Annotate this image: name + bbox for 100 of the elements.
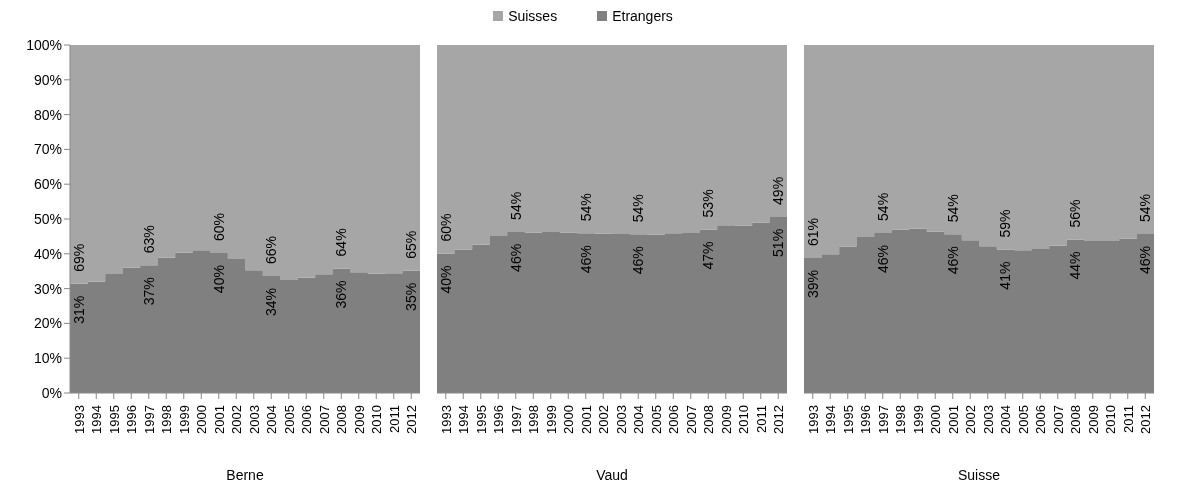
- x-tick-label: 2002: [596, 405, 612, 434]
- data-label: 44%: [1067, 251, 1084, 280]
- x-tick-label: 2007: [1050, 405, 1066, 434]
- x-tick-label: 2000: [928, 405, 944, 434]
- x-tick-label: 1997: [508, 405, 524, 434]
- x-tick-label: 1996: [124, 405, 140, 434]
- x-axis-title: Suisse: [957, 467, 1001, 483]
- data-label: 46%: [1137, 245, 1154, 274]
- x-tick-label: 2006: [1033, 405, 1049, 434]
- data-label: 35%: [403, 282, 420, 311]
- data-label: 46%: [630, 246, 647, 275]
- x-tick-label: 1997: [141, 405, 157, 434]
- x-tick-label: 1999: [176, 405, 192, 434]
- y-tick-label: 100%: [26, 36, 62, 53]
- data-label: 46%: [508, 243, 524, 272]
- data-label: 49%: [770, 176, 787, 205]
- x-tick-label: 1999: [543, 405, 559, 434]
- x-axis-title: Vaud: [596, 467, 628, 483]
- x-tick-label: 2011: [386, 405, 402, 433]
- x-tick-label: 2011: [1120, 405, 1136, 433]
- y-tick-label: 20%: [33, 315, 62, 332]
- y-tick-label: 70%: [33, 141, 62, 158]
- data-label: 61%: [805, 217, 821, 246]
- legend-label: Suisses: [508, 8, 558, 24]
- data-label: 36%: [333, 280, 350, 309]
- data-label: 63%: [141, 225, 157, 254]
- x-tick-label: 2012: [771, 405, 787, 434]
- x-tick-label: 1994: [89, 405, 105, 434]
- y-tick-label: 90%: [33, 71, 62, 88]
- data-label: 34%: [263, 288, 280, 317]
- x-tick-label: 1998: [526, 405, 542, 434]
- data-label: 37%: [141, 277, 157, 306]
- x-tick-label: 2003: [980, 405, 996, 434]
- y-tick-label: 40%: [33, 245, 62, 262]
- y-tick-label: 60%: [33, 176, 62, 193]
- data-label: 46%: [875, 244, 891, 273]
- x-tick-label: 2001: [211, 405, 227, 434]
- x-tick-label: 2006: [666, 405, 682, 434]
- x-tick-label: 2000: [194, 405, 210, 434]
- x-tick-label: 2007: [683, 405, 699, 434]
- x-tick-label: 2012: [404, 405, 420, 434]
- data-label: 54%: [945, 194, 961, 223]
- y-tick-label: 50%: [33, 210, 62, 227]
- x-tick-label: 2007: [316, 405, 332, 434]
- y-tick-label: 30%: [33, 280, 62, 297]
- data-label: 59%: [997, 209, 1014, 238]
- x-tick-label: 1995: [106, 405, 122, 434]
- data-label: 51%: [770, 228, 787, 257]
- data-label: 31%: [71, 295, 87, 324]
- x-tick-label: 2011: [753, 405, 769, 433]
- x-tick-label: 2008: [1068, 405, 1084, 434]
- data-label: 66%: [263, 236, 280, 265]
- x-tick-label: 1998: [893, 405, 909, 434]
- data-label: 40%: [438, 265, 454, 294]
- x-tick-label: 2008: [334, 405, 350, 434]
- x-tick-label: 2005: [1015, 405, 1031, 434]
- x-tick-label: 2004: [998, 405, 1014, 434]
- x-tick-label: 1994: [823, 405, 839, 434]
- x-tick-label: 1998: [159, 405, 175, 434]
- data-label: 54%: [1137, 193, 1154, 222]
- data-label: 56%: [1067, 199, 1084, 228]
- x-tick-label: 2009: [351, 405, 367, 434]
- x-tick-label: 1999: [910, 405, 926, 434]
- x-tick-label: 1994: [456, 405, 472, 434]
- x-tick-label: 2002: [963, 405, 979, 434]
- data-label: 46%: [578, 245, 594, 274]
- x-tick-label: 1997: [875, 405, 891, 434]
- x-tick-label: 2005: [648, 405, 664, 434]
- x-tick-label: 2002: [229, 405, 245, 434]
- data-label: 39%: [805, 269, 821, 299]
- x-tick-label: 2010: [369, 405, 385, 434]
- data-label: 47%: [700, 241, 717, 270]
- x-tick-label: 1995: [840, 405, 856, 434]
- x-tick-label: 2008: [701, 405, 717, 434]
- data-label: 54%: [875, 192, 891, 221]
- data-label: 46%: [945, 246, 961, 275]
- x-tick-label: 1995: [473, 405, 489, 434]
- x-tick-label: 2003: [246, 405, 262, 434]
- x-tick-label: 2003: [613, 405, 629, 434]
- x-tick-label: 1996: [858, 405, 874, 434]
- data-label: 54%: [630, 194, 647, 223]
- x-tick-label: 1993: [71, 405, 87, 434]
- x-tick-label: 1996: [491, 405, 507, 434]
- data-label: 54%: [508, 191, 524, 220]
- y-tick-label: 80%: [33, 106, 62, 123]
- x-tick-label: 2000: [561, 405, 577, 434]
- x-tick-label: 2009: [718, 405, 734, 434]
- x-tick-label: 2005: [281, 405, 297, 434]
- data-label: 60%: [438, 213, 454, 242]
- x-tick-label: 2010: [736, 405, 752, 434]
- data-label: 64%: [333, 228, 350, 257]
- x-tick-label: 2012: [1138, 405, 1154, 434]
- data-label: 53%: [700, 189, 717, 218]
- x-tick-label: 1993: [805, 405, 821, 434]
- x-axis-title: Berne: [226, 467, 264, 483]
- x-tick-label: 2001: [578, 405, 594, 434]
- data-label: 65%: [403, 230, 420, 259]
- data-label: 54%: [578, 193, 594, 222]
- x-tick-label: 2006: [299, 405, 315, 434]
- x-tick-label: 2001: [945, 405, 961, 434]
